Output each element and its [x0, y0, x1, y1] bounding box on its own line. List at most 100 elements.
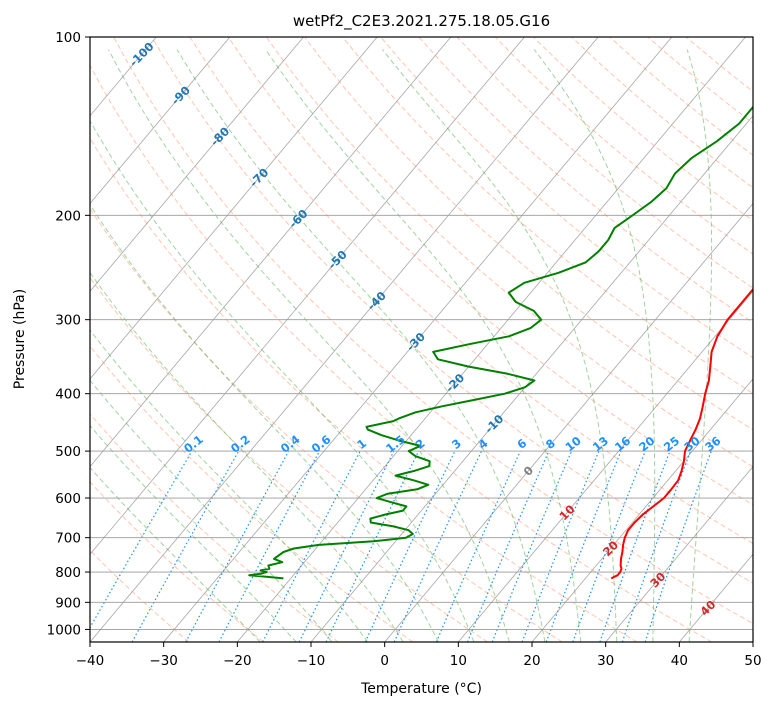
mixing-ratio-label: 2 [413, 436, 428, 452]
x-tick-label: −10 [297, 653, 326, 669]
dry-adiabat [647, 37, 753, 124]
mixing-ratio-label: 4 [476, 436, 491, 452]
dewpoint-line [248, 105, 753, 580]
mixing-ratio-lines [90, 450, 712, 642]
isotherm-line [531, 378, 753, 642]
isotherm-lines [90, 37, 753, 642]
dry-adiabat [90, 345, 414, 642]
isotherm-label: -40 [364, 288, 389, 313]
mixing-ratio-line [218, 450, 321, 642]
isotherm-line [90, 37, 378, 380]
x-axis: −40 −30 −20 −10 0 10 20 30 40 50 [76, 642, 762, 669]
mixing-ratio-label: 1 [354, 436, 369, 452]
isotherm-line [90, 37, 231, 205]
moist-adiabat [90, 329, 369, 642]
isotherm-label: -50 [325, 247, 350, 272]
isotherm-label: -100 [126, 39, 156, 69]
mixing-ratio-line [521, 450, 600, 642]
moist-adiabat [176, 49, 546, 642]
isotherm-line [163, 37, 673, 642]
dry-adiabat [609, 37, 753, 156]
plot-frame [89, 36, 754, 643]
y-tick-label: 1000 [47, 622, 81, 638]
isotherm-line [90, 37, 599, 642]
mixing-ratio-line [466, 450, 550, 642]
y-tick-label: 300 [55, 313, 81, 329]
mixing-ratio-line [90, 450, 193, 629]
moist-adiabat [265, 49, 582, 642]
moist-adiabat [90, 379, 333, 642]
mixing-ratio-line [298, 450, 395, 642]
isotherm-label: -60 [286, 206, 311, 231]
isotherm-line [90, 37, 304, 292]
moist-adiabat [90, 203, 439, 642]
mixing-ratio-line [131, 450, 240, 642]
pressure-gridlines [90, 37, 753, 630]
x-tick-label: 20 [523, 653, 540, 669]
isotherm-line [679, 553, 753, 642]
dry-adiabat [227, 37, 753, 506]
y-tick-label: 700 [55, 531, 81, 547]
dry-adiabats [90, 37, 753, 642]
dry-adiabat [304, 37, 753, 431]
isotherm-line [384, 202, 753, 642]
moist-adiabat [90, 424, 297, 642]
mixing-ratio-line [393, 450, 483, 642]
isotherm-line [752, 641, 753, 642]
mixing-ratio-line [644, 450, 712, 642]
mixing-ratio-line [185, 450, 290, 642]
dry-adiabat [418, 37, 753, 324]
mixing-ratio-label: 0.6 [309, 432, 334, 456]
isotherm-line [90, 37, 452, 468]
isotherm-label: 0 [521, 463, 537, 479]
mixing-ratio-line [262, 450, 361, 642]
x-axis-label: Temperature (°C) [360, 681, 482, 697]
sounding-series [248, 105, 753, 580]
y-tick-label: 600 [55, 491, 81, 507]
isotherm-label: 20 [600, 538, 621, 559]
isotherm-label: -10 [482, 412, 507, 437]
mixing-ratio-label: 6 [514, 436, 529, 452]
isopleth-labels: 0.1 0.2 0.4 0.6 1 1.5 2 3 4 6 8 10 13 16 20 25 30 36-100-… [126, 39, 723, 618]
chart-title: wetPf2_C2E3.2021.275.18.05.G16 [293, 12, 550, 31]
moist-adiabat [90, 271, 404, 642]
y-tick-label: 500 [55, 444, 81, 460]
x-tick-label: −20 [223, 653, 252, 669]
x-tick-label: 10 [450, 653, 467, 669]
mixing-ratio-line [572, 450, 646, 642]
dry-adiabat [113, 37, 753, 625]
y-tick-label: 400 [55, 387, 81, 403]
x-tick-label: 30 [597, 653, 614, 669]
moist-adiabat [108, 49, 510, 642]
isotherm-line [605, 465, 753, 642]
dry-adiabat [90, 276, 488, 642]
dry-adiabat [90, 481, 264, 642]
mixing-ratio-label: 0.2 [228, 432, 253, 456]
temperature-line [610, 287, 753, 580]
dry-adiabat [342, 37, 753, 394]
mixing-ratio-line [491, 450, 573, 642]
y-axis: 100 200 300 400 500 600 700 800 900 1000 [47, 30, 90, 638]
mixing-ratio-label: 3 [449, 436, 464, 452]
isotherm-line [90, 37, 525, 555]
y-tick-label: 800 [55, 565, 81, 581]
mixing-ratio-line [621, 450, 692, 642]
plot-background-lines [90, 37, 753, 642]
x-tick-label: 0 [380, 653, 389, 669]
x-tick-label: 50 [744, 653, 761, 669]
dry-adiabat [90, 64, 712, 642]
moist-adiabat [686, 49, 713, 642]
dry-adiabat [90, 207, 563, 642]
mixing-ratio-line [545, 450, 622, 642]
mixing-ratio-line [435, 450, 521, 642]
isotherm-label: 40 [697, 597, 718, 618]
y-tick-label: 900 [55, 595, 81, 611]
x-tick-label: 40 [671, 653, 688, 669]
isotherm-label: -90 [168, 83, 193, 108]
x-tick-label: −40 [76, 653, 105, 669]
y-tick-label: 100 [55, 30, 81, 46]
dry-adiabat [90, 413, 339, 642]
dry-adiabat [90, 137, 638, 642]
isotherm-label: -20 [443, 371, 468, 396]
